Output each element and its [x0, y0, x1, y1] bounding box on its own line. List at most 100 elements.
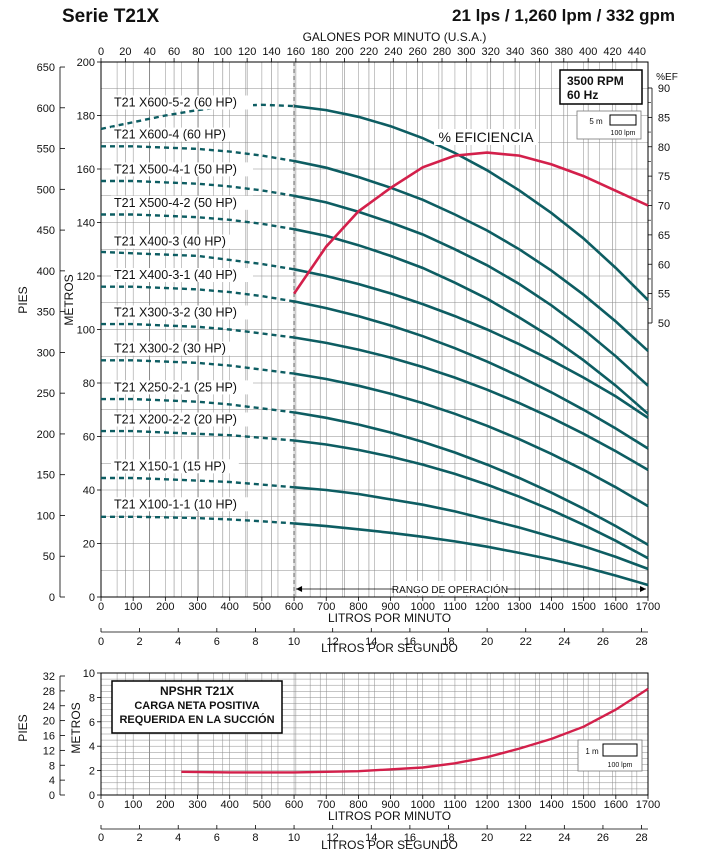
curve-label-bg	[111, 162, 253, 177]
top-tick-label: 180	[311, 46, 329, 58]
curve-label: T21 X500-4-1 (50 HP)	[114, 162, 237, 176]
metros-tick-label: 160	[77, 164, 95, 176]
pies-tick-label: 450	[37, 225, 55, 237]
top-tick-label: 20	[119, 46, 131, 58]
pies-tick-label: 50	[43, 551, 55, 563]
curve-label: T21 X400-3-1 (40 HP)	[114, 268, 237, 282]
top-tick-label: 300	[457, 46, 475, 58]
npshr-lps-tick-label: 26	[597, 832, 609, 844]
rating-title: 21 lps / 1,260 lpm / 332 gpm	[452, 6, 675, 25]
npshr-pies-tick-label: 8	[49, 760, 55, 772]
npshr-subtitle-2: REQUERIDA EN LA SUCCIÓN	[119, 713, 274, 726]
x-tick-label: 1400	[539, 601, 563, 613]
x-tick-label: 800	[349, 601, 367, 613]
curve-label-bg	[111, 341, 239, 356]
x-tick-label: 100	[124, 601, 142, 613]
npshr-frame	[100, 672, 649, 796]
lps-tick-label: 8	[252, 636, 258, 648]
npshr-x-tick-label: 0	[98, 799, 104, 811]
lps-tick-label: 10	[288, 636, 300, 648]
pump-curve	[293, 411, 649, 546]
operating-range-label: RANGO DE OPERACIÓN	[392, 583, 508, 596]
npshr-pies-tick-label: 12	[43, 745, 55, 757]
npshr-x-tick-label: 1000	[411, 799, 435, 811]
eff-tick-label: 60	[658, 259, 670, 271]
scale-label-m: 5 m	[589, 117, 603, 126]
top-tick-label: 260	[408, 46, 426, 58]
curve-label-bg	[111, 380, 253, 395]
x-tick-label: 1200	[475, 601, 499, 613]
x-tick-label: 700	[317, 601, 335, 613]
top-axis-label: GALONES POR MINUTO (U.S.A.)	[303, 30, 487, 44]
x-tick-label: 1600	[604, 601, 628, 613]
curve-label-bg	[111, 305, 253, 320]
npshr-pies-tick-label: 28	[43, 686, 55, 698]
pies-tick-label: 600	[37, 103, 55, 115]
curve-label: T21 X600-4 (60 HP)	[114, 128, 226, 142]
npshr-x-tick-label: 1500	[571, 799, 595, 811]
x-tick-label: 1300	[507, 601, 531, 613]
pump-curve-dashed	[100, 103, 295, 131]
top-tick-label: 140	[262, 46, 280, 58]
top-tick-label: 380	[555, 46, 573, 58]
npshr-lps-tick-label: 18	[442, 832, 454, 844]
top-tick-label: 80	[192, 46, 204, 58]
pump-curve	[293, 104, 649, 302]
pies-axis-label: PIES	[16, 286, 30, 313]
pump-curve	[293, 336, 649, 472]
pies-tick-label: 650	[37, 62, 55, 74]
pump-curve	[293, 372, 649, 508]
eff-axis-label: %EF	[656, 72, 678, 83]
top-tick-label: 440	[628, 46, 646, 58]
pump-curve	[293, 159, 649, 352]
eff-tick-label: 65	[658, 230, 670, 242]
npshr-x-tick-label: 1400	[539, 799, 563, 811]
npshr-title: NPSHR T21X	[160, 684, 234, 698]
x-tick-label: 300	[188, 601, 206, 613]
lps-tick-label: 28	[635, 636, 647, 648]
npshr-x-axis-label: LITROS POR MINUTO	[328, 809, 451, 823]
npshr-subtitle-1: CARGA NETA POSITIVA	[134, 700, 259, 712]
pump-curve	[293, 439, 649, 560]
scale-rect	[609, 114, 637, 126]
top-tick-label: 60	[168, 46, 180, 58]
eff-tick-label: 75	[658, 171, 670, 183]
npshr-x-tick-label: 700	[317, 799, 335, 811]
metros-tick-label: 40	[83, 485, 95, 497]
metros-tick-label: 60	[83, 432, 95, 444]
top-tick-label: 100	[214, 46, 232, 58]
pies-tick-label: 100	[37, 510, 55, 522]
npshr-x-tick-label: 100	[124, 799, 142, 811]
curve-label: T21 X100-1-1 (10 HP)	[114, 497, 237, 511]
lps-tick-label: 6	[214, 636, 220, 648]
lps-tick-label: 2	[137, 636, 143, 648]
eff-tick-label: 55	[658, 289, 670, 301]
npshr-lps-tick-label: 14	[365, 832, 377, 844]
npshr-lps-tick-label: 16	[404, 832, 416, 844]
efficiency-label: % EFICIENCIA	[439, 129, 535, 145]
npshr-metros-tick-label: 6	[89, 717, 95, 729]
npshr-lps-axis-label: LITROS POR SEGUNDO	[321, 838, 458, 852]
npshr-pies-tick-label: 20	[43, 716, 55, 728]
npshr-x-tick-label: 200	[156, 799, 174, 811]
eff-tick-label: 80	[658, 142, 670, 154]
pump-curve	[293, 300, 649, 450]
curve-label-bg	[111, 459, 239, 474]
curve-label: T21 X150-1 (15 HP)	[114, 459, 226, 473]
top-tick-label: 320	[482, 46, 500, 58]
x-tick-label: 400	[221, 601, 239, 613]
pump-curve	[293, 194, 649, 387]
x-tick-label: 1100	[443, 601, 467, 613]
npshr-lps-tick-label: 20	[481, 832, 493, 844]
curve-label: T21 X250-2-1 (25 HP)	[114, 380, 237, 394]
npshr-pies-tick-label: 24	[43, 701, 55, 713]
curve-label: T21 X600-5-2 (60 HP)	[114, 96, 237, 110]
curve-label-bg	[111, 268, 253, 283]
npshr-x-tick-label: 400	[221, 799, 239, 811]
metros-tick-label: 100	[77, 325, 95, 337]
npshr-x-tick-label: 1700	[636, 799, 660, 811]
pies-tick-label: 0	[49, 592, 55, 604]
metros-tick-label: 180	[77, 111, 95, 123]
top-tick-label: 120	[238, 46, 256, 58]
rpm-label: 3500 RPM	[567, 74, 624, 88]
